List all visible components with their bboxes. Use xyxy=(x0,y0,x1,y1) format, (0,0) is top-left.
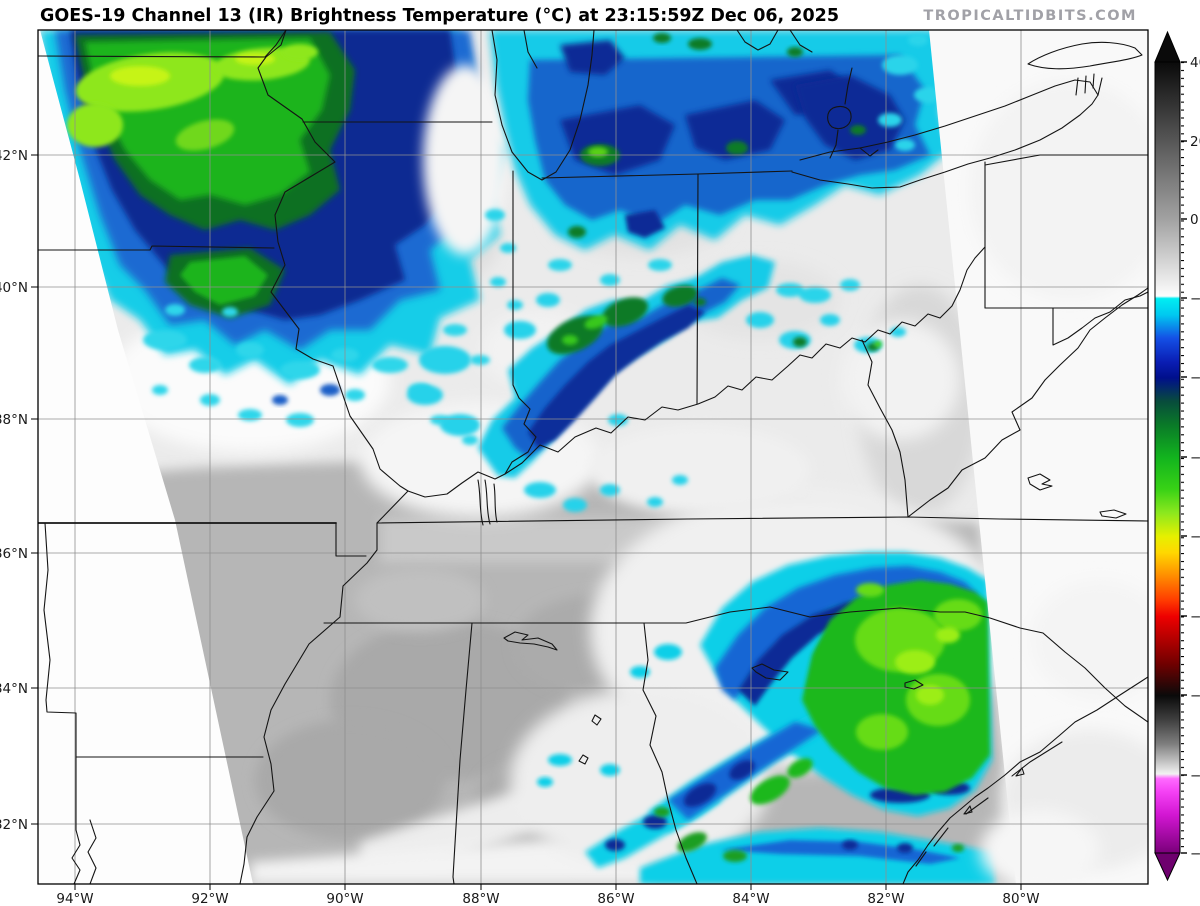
x-tick-label-84w: 84°W xyxy=(732,891,769,906)
scan-edge-left xyxy=(38,30,253,884)
x-tick-label-82w: 82°W xyxy=(867,891,904,906)
cb-label-20: 20 xyxy=(1190,134,1200,150)
cb-label-m40: −40 xyxy=(1190,450,1200,466)
y-axis: 42°N 40°N 38°N 36°N 34°N 32°N xyxy=(0,148,38,833)
page-title: GOES-19 Channel 13 (IR) Brightness Tempe… xyxy=(40,6,839,26)
cb-label-m20: −20 xyxy=(1190,291,1200,307)
y-tick-label-42n: 42°N xyxy=(0,148,28,164)
colorbar-arrow-top xyxy=(1154,30,1181,63)
map-frame xyxy=(37,29,1149,885)
colorbar-arrow-bottom xyxy=(1154,852,1181,882)
colorbar-labels: 40 20 0 −20 −30 −40 −50 −60 −70 −80 −90 xyxy=(1190,55,1200,862)
y-tick-label-36n: 36°N xyxy=(0,546,28,562)
colorbar-gradient xyxy=(1154,61,1181,854)
colorbar-major-ticks xyxy=(1181,61,1187,854)
x-tick-label-86w: 86°W xyxy=(597,891,634,906)
x-tick-label-90w: 90°W xyxy=(326,891,363,906)
cloud-gap xyxy=(423,65,507,255)
cb-label-40: 40 xyxy=(1190,55,1200,71)
cb-label-m90: −90 xyxy=(1190,846,1200,862)
cb-label-m70: −70 xyxy=(1190,688,1200,704)
x-axis: 94°W 92°W 90°W 88°W 86°W 84°W 82°W 80°W xyxy=(56,884,1040,906)
x-axis-ticks xyxy=(74,884,1022,890)
cb-label-m60: −60 xyxy=(1190,609,1200,625)
x-tick-label-92w: 92°W xyxy=(191,891,228,906)
cb-label-m80: −80 xyxy=(1190,768,1200,784)
x-tick-label-94w: 94°W xyxy=(56,891,93,906)
watermark-logo: TROPICALTIDBITS.COM xyxy=(923,8,1137,24)
x-tick-label-80w: 80°W xyxy=(1002,891,1039,906)
y-tick-label-40n: 40°N xyxy=(0,280,28,296)
colorbar: 40 20 0 −20 −30 −40 −50 −60 −70 −80 −90 xyxy=(1154,30,1200,882)
y-tick-label-32n: 32°N xyxy=(0,817,28,833)
cloud-band-great-lakes xyxy=(485,30,952,310)
y-axis-ticks xyxy=(31,154,38,825)
satellite-map xyxy=(38,30,1148,884)
state-borders xyxy=(38,30,1148,884)
y-tick-label-38n: 38°N xyxy=(0,412,28,428)
east-light-clouds xyxy=(970,80,1148,884)
cb-label-m50: −50 xyxy=(1190,529,1200,545)
cloud-flecks-kentucky xyxy=(407,293,906,512)
x-tick-label-88w: 88°W xyxy=(462,891,499,906)
cb-label-m30: −30 xyxy=(1190,370,1200,386)
cb-label-0: 0 xyxy=(1190,212,1199,228)
y-tick-label-34n: 34°N xyxy=(0,681,28,697)
storm-ohio-valley xyxy=(407,255,906,512)
storm-southeast xyxy=(510,490,1010,884)
coastlines-and-lakes xyxy=(477,30,1148,884)
storm-upper-midwest xyxy=(40,30,505,445)
